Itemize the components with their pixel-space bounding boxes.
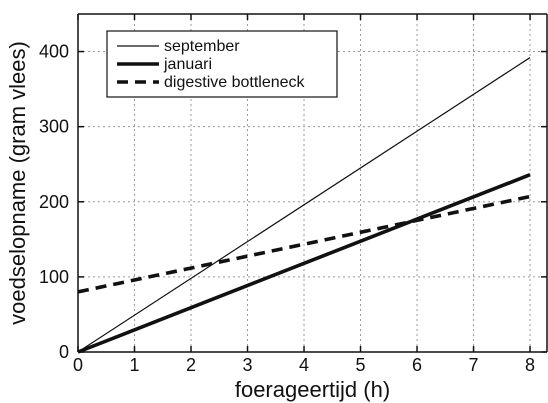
x-axis-label: foerageertijd (h) [235, 377, 390, 402]
x-tick-label: 4 [299, 355, 309, 375]
x-tick-label: 3 [243, 355, 253, 375]
x-tick-label: 7 [469, 355, 479, 375]
x-tick-label: 2 [186, 355, 196, 375]
legend-label-1: januari [163, 56, 212, 73]
series-line-2 [77, 194, 531, 294]
series-line-1 [77, 173, 531, 354]
y-tick-label: 0 [59, 342, 69, 362]
y-tick-label: 200 [39, 192, 69, 212]
y-tick-label: 400 [39, 42, 69, 62]
series-line-0 [77, 57, 531, 353]
x-tick-label: 8 [525, 355, 535, 375]
x-tick-label: 0 [73, 355, 83, 375]
y-axis-label: voedselopname (gram vlees) [5, 41, 30, 325]
x-tick-label: 6 [412, 355, 422, 375]
axes-layer: 0 1 2 3 4 5 6 7 8 0 100 200 300 400 [39, 13, 548, 375]
y-tick-label: 100 [39, 267, 69, 287]
series-layer [77, 57, 531, 354]
x-tick-label: 5 [356, 355, 366, 375]
x-tick-label: 1 [129, 355, 139, 375]
legend-label-0: september [164, 38, 240, 55]
legend-label-2: digestive bottleneck [164, 74, 306, 91]
y-tick-label: 300 [39, 117, 69, 137]
